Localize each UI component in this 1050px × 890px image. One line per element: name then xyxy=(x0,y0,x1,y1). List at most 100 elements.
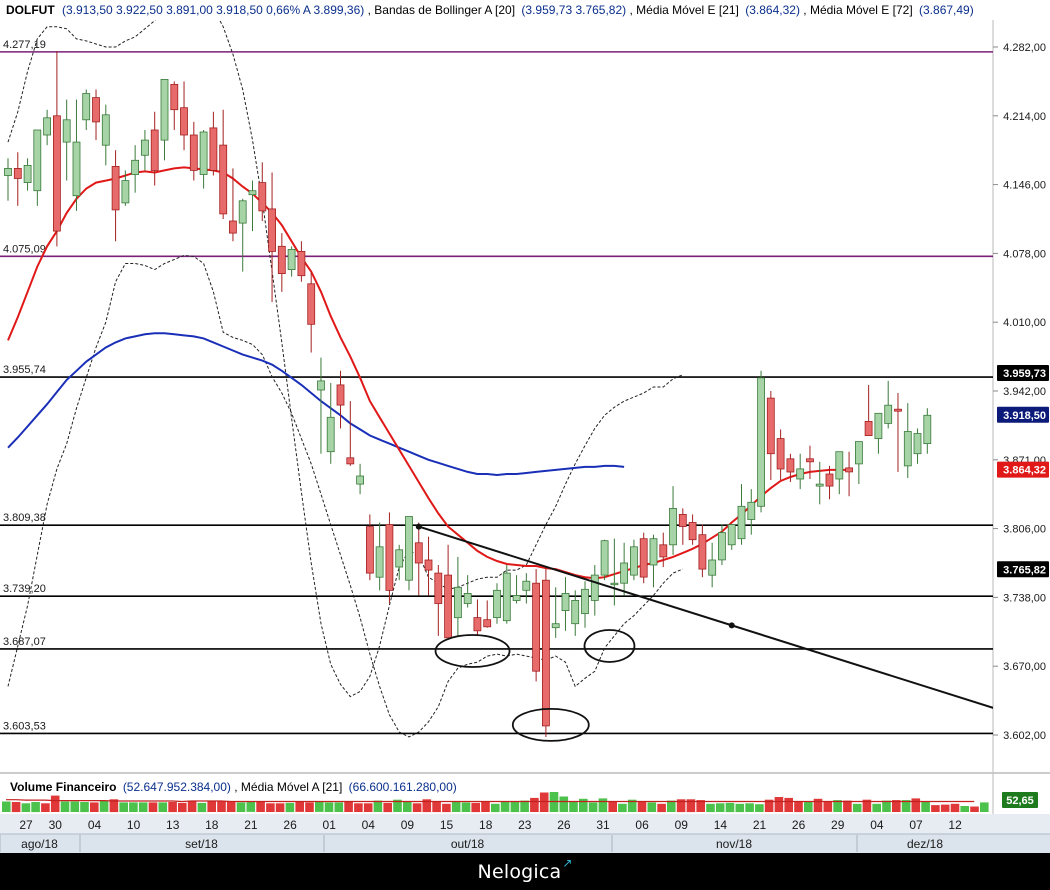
candle-body xyxy=(72,141,81,197)
candle-body xyxy=(737,505,746,540)
volume-bar-83 xyxy=(813,798,823,812)
volume-bar-74 xyxy=(725,802,735,813)
volume-bar-61 xyxy=(598,798,608,813)
price-tags: 3.959,73 3.918,50 3.864,32 3.765,82 xyxy=(997,365,1049,578)
candle-body xyxy=(483,619,492,628)
candle-body xyxy=(405,516,413,581)
candle-50 xyxy=(493,583,501,624)
candle-44 xyxy=(434,565,443,636)
x-tick-label-3: 10 xyxy=(127,818,141,832)
volume-label: Volume Financeiro xyxy=(10,780,116,794)
candle-body xyxy=(815,483,824,487)
month-label-1: set/18 xyxy=(185,837,218,851)
candle-body xyxy=(561,593,570,612)
x-tick-label-12: 18 xyxy=(479,818,493,832)
candle-20 xyxy=(199,129,208,189)
y-tick-label-0: 4.282,00 xyxy=(1003,42,1046,54)
volume-bar-30 xyxy=(295,801,304,812)
volume-tag: 52,65 xyxy=(1002,792,1038,808)
candle-body xyxy=(532,582,540,672)
volume-bar-19 xyxy=(187,801,197,812)
volume-bar-11 xyxy=(109,799,119,813)
price-panel[interactable]: 4.277,19 4.075,09 3.955,74 3.809,38 3.739,20… xyxy=(0,0,1049,772)
candle-body xyxy=(766,397,775,455)
month-labels: ago/18 set/18 out/18 nov/18 dez/18 xyxy=(0,835,943,852)
volume-bar-35 xyxy=(344,801,353,812)
candle-body xyxy=(727,524,736,546)
volume-bar-95 xyxy=(931,805,940,812)
candle-34 xyxy=(336,370,345,429)
volume-bar-58 xyxy=(569,801,578,812)
candle-body xyxy=(121,180,130,204)
volume-bar-63 xyxy=(618,803,627,813)
candle-body xyxy=(317,380,325,391)
candle-63 xyxy=(620,542,628,596)
candle-body xyxy=(620,562,628,584)
chart-header: DOLFUT (3.913,50 3.922,50 3.891,00 3.918… xyxy=(6,3,974,17)
candle-60 xyxy=(590,565,599,616)
candle-11 xyxy=(111,150,120,242)
level-label-1: 4.075,09 xyxy=(3,243,46,255)
volume-bar-28 xyxy=(275,803,285,812)
x-tick-label-18: 14 xyxy=(714,818,728,832)
volume-bar-57 xyxy=(559,796,569,812)
volume-bar-80 xyxy=(784,797,793,812)
candle-body xyxy=(4,167,12,176)
candle-35 xyxy=(346,401,355,466)
volume-bar-62 xyxy=(608,801,617,812)
candle-18 xyxy=(180,81,188,151)
candle-body xyxy=(150,129,159,171)
volume-bar-23 xyxy=(226,801,236,812)
volume-bar-12 xyxy=(119,802,128,812)
volume-bar-78 xyxy=(764,799,774,812)
candle-body xyxy=(453,586,462,619)
x-tick-label-5: 18 xyxy=(205,818,219,832)
candle-body xyxy=(473,617,482,632)
volume-panel[interactable]: Volume Financeiro (52.647.952.384,00) , … xyxy=(0,772,1050,814)
candle-body xyxy=(209,127,218,171)
x-tick-label-0: 27 xyxy=(19,818,33,832)
ema21-values: (3.864,32) xyxy=(745,3,800,17)
x-tick-label-1: 30 xyxy=(49,818,63,832)
volume-bar-87 xyxy=(852,803,862,813)
volume-bar-69 xyxy=(676,799,686,813)
candle-4 xyxy=(43,109,51,146)
bollinger-bands xyxy=(7,20,683,738)
candle-42 xyxy=(414,522,423,596)
x-tick-label-2: 04 xyxy=(88,818,102,832)
candle-body xyxy=(669,507,677,546)
price-tag-bg-3 xyxy=(997,561,1049,578)
candle-65 xyxy=(639,532,648,584)
volume-bar-33 xyxy=(324,802,334,812)
volume-bar-75 xyxy=(735,803,745,813)
x-tick-label-24: 12 xyxy=(948,818,962,832)
volume-tag-bg xyxy=(1002,792,1038,808)
candle-91 xyxy=(894,393,902,472)
candle-38 xyxy=(375,522,384,591)
volume-bars xyxy=(2,792,989,813)
x-tick-label-10: 09 xyxy=(401,818,415,832)
candle-43 xyxy=(424,536,433,596)
level-label-6: 3.603,53 xyxy=(3,720,46,732)
trendline-anchor-mid xyxy=(728,622,735,629)
candle-6 xyxy=(62,99,71,181)
candle-body xyxy=(326,416,335,453)
volume-bar-27 xyxy=(266,803,275,812)
candle-body xyxy=(522,580,531,591)
volume-bar-6 xyxy=(60,801,70,812)
volume-bar-65 xyxy=(637,801,647,812)
candle-71 xyxy=(698,524,707,578)
volume-bar-7 xyxy=(70,801,80,812)
level-label-3: 3.809,38 xyxy=(3,512,46,524)
symbol-label: DOLFUT xyxy=(6,3,55,17)
candle-body xyxy=(688,522,697,541)
x-tick-label-14: 26 xyxy=(557,818,571,832)
candle-body xyxy=(228,220,237,234)
candle-body xyxy=(786,458,795,473)
trendline-group xyxy=(415,523,993,709)
ellipse-annotation-0 xyxy=(434,634,511,668)
candle-66 xyxy=(649,534,658,588)
y-tick-label-8: 3.738,00 xyxy=(1003,592,1046,604)
candle-body xyxy=(581,588,589,614)
stock-chart[interactable]: DOLFUT (3.913,50 3.922,50 3.891,00 3.918… xyxy=(0,0,1050,853)
